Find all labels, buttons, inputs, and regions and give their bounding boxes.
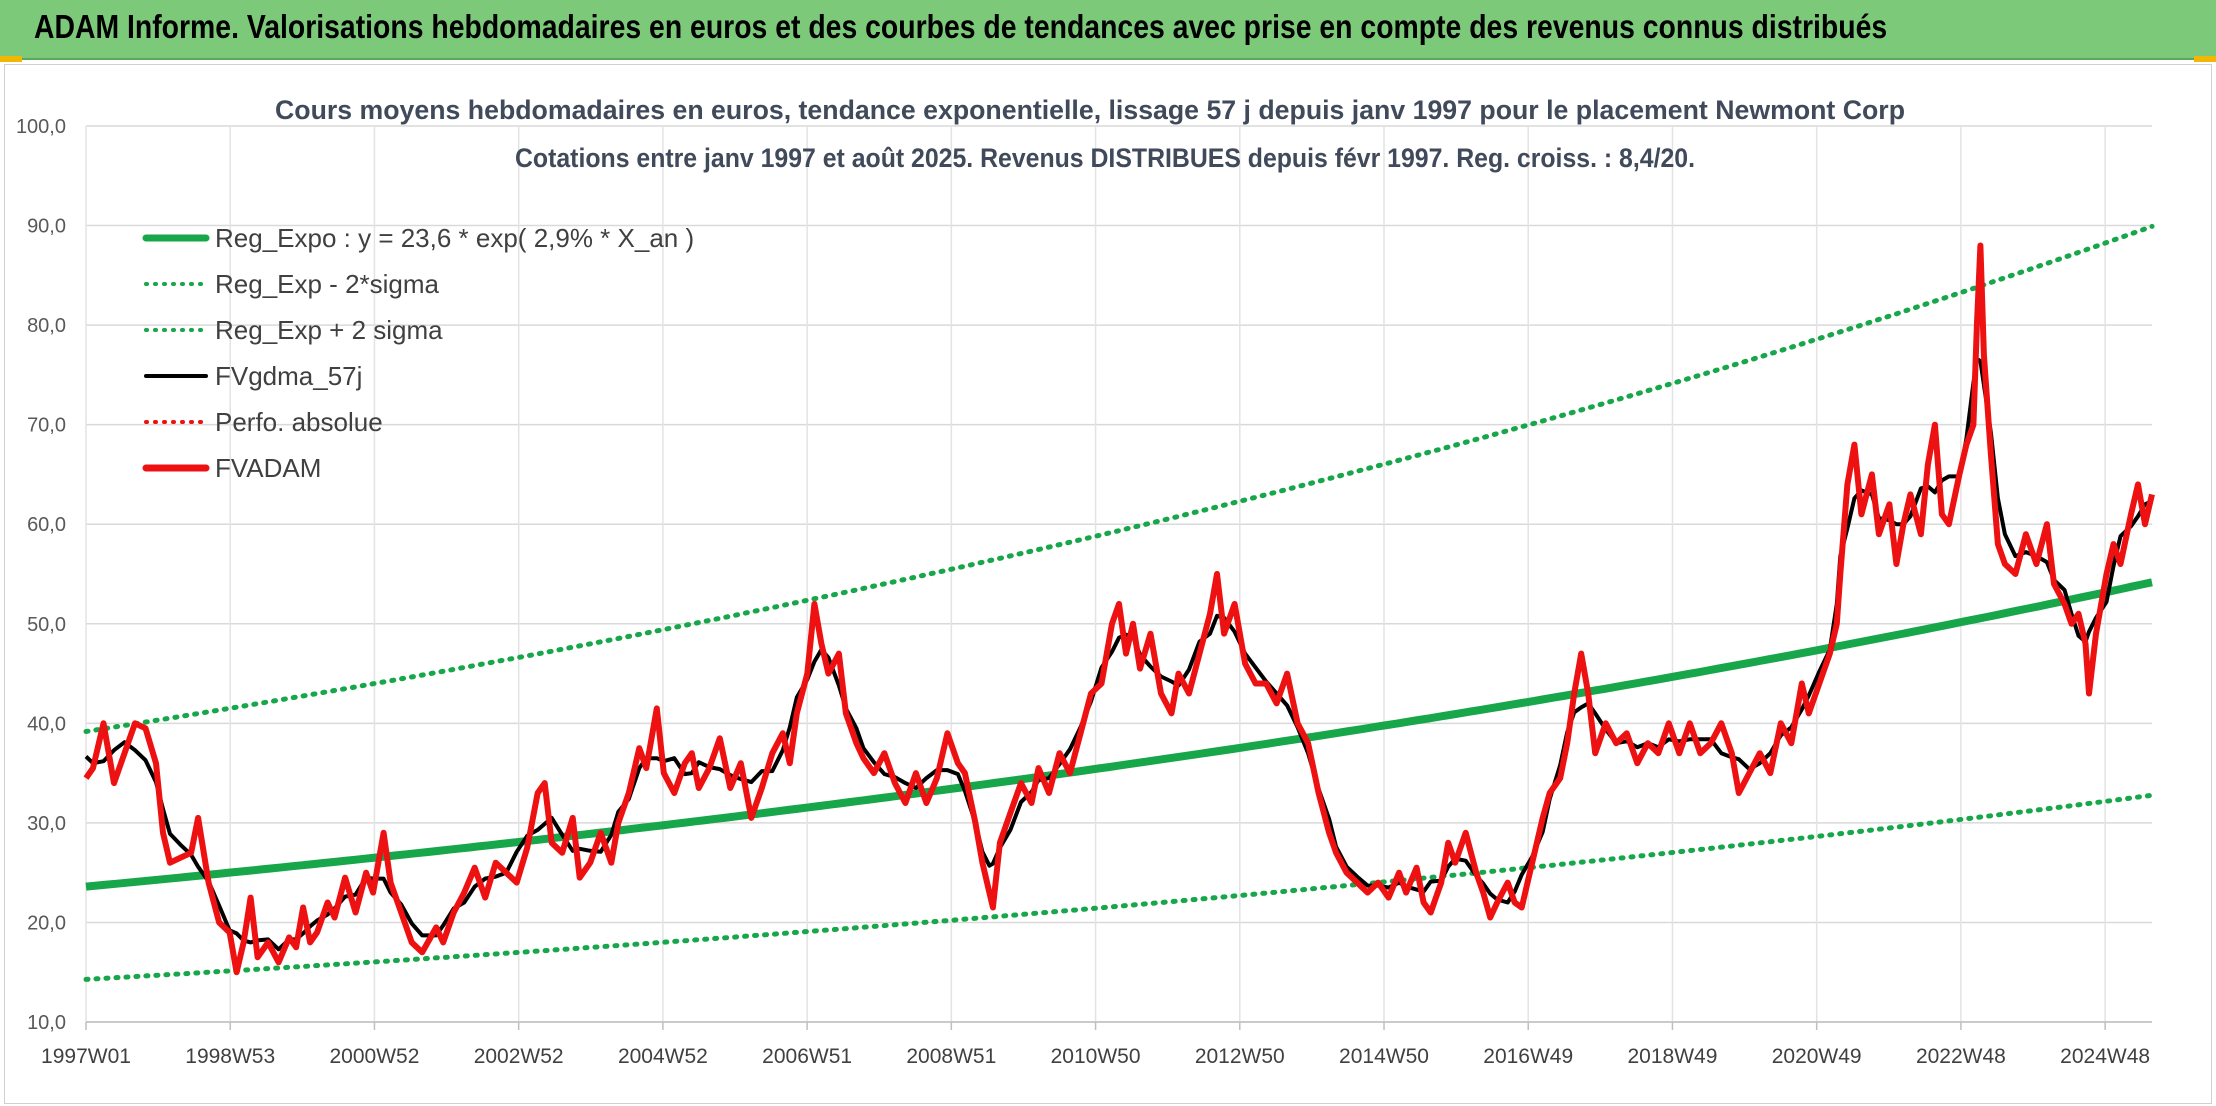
legend-label: Reg_Exp + 2 sigma	[215, 315, 443, 345]
x-tick-label: 2008W51	[906, 1045, 996, 1068]
y-tick-label: 20,0	[27, 912, 66, 934]
legend-label: FVADAM	[215, 453, 321, 483]
x-tick-label: 1997W01	[41, 1045, 131, 1068]
x-tick-label: 2010W50	[1051, 1045, 1141, 1068]
header-bar: ADAM Informe. Valorisations hebdomadaire…	[0, 0, 2216, 60]
chart-grid	[85, 125, 2152, 1030]
x-tick-label: 2004W52	[618, 1045, 708, 1068]
x-tick-label: 2006W51	[762, 1045, 852, 1068]
legend-label: Reg_Expo : y = 23,6 * exp( 2,9% * X_an )	[215, 223, 694, 253]
chart-title-line2: Cotations entre janv 1997 et août 2025. …	[515, 143, 1695, 173]
x-tick-label: 2002W52	[474, 1045, 564, 1068]
y-tick-label: 30,0	[27, 813, 66, 835]
y-tick-label: 10,0	[27, 1012, 66, 1034]
chart-series	[83, 223, 2155, 982]
y-axis-ticks: 10,0 20,0 30,0 40,0 50,0 60,0 70,0 80,0 90,0 100,…	[16, 116, 66, 1034]
x-tick-label: 2024W48	[2060, 1045, 2150, 1068]
y-tick-label: 50,0	[27, 614, 66, 636]
chart-legend: Reg_Expo : y = 23,6 * exp( 2,9% * X_an )…	[142, 223, 694, 483]
x-tick-label: 2014W50	[1339, 1045, 1429, 1068]
series-reg-expo	[85, 578, 2153, 891]
x-axis-ticks: 1997W01 1998W53 2000W52 2002W52 2004W52 2006W…	[41, 1045, 2150, 1068]
corner-accent-right	[2194, 56, 2216, 62]
legend-label: FVgdma_57j	[215, 361, 362, 391]
chart-title-line1: Cours moyens hebdomadaires en euros, ten…	[275, 95, 1905, 125]
x-tick-label: 1998W53	[185, 1045, 275, 1068]
page-title: ADAM Informe. Valorisations hebdomadaire…	[34, 8, 1888, 45]
x-tick-label: 2020W49	[1772, 1045, 1862, 1068]
y-tick-label: 40,0	[27, 713, 66, 735]
y-tick-label: 100,0	[16, 116, 66, 138]
y-tick-label: 60,0	[27, 514, 66, 536]
y-tick-label: 90,0	[27, 216, 66, 238]
x-tick-label: 2016W49	[1483, 1045, 1573, 1068]
x-tick-label: 2012W50	[1195, 1045, 1285, 1068]
x-tick-label: 2018W49	[1628, 1045, 1718, 1068]
series-fvgdma-57j	[84, 357, 2153, 952]
series-reg-exp-minus-2sigma	[83, 792, 2155, 982]
x-tick-label: 2022W48	[1916, 1045, 2006, 1068]
legend-label: Perfo. absolue	[215, 407, 383, 437]
series-fvadam	[83, 242, 2155, 976]
y-tick-label: 70,0	[27, 415, 66, 437]
series-reg-exp-plus-2sigma	[83, 223, 2155, 734]
legend-label: Reg_Exp - 2*sigma	[215, 269, 440, 299]
y-tick-label: 80,0	[27, 315, 66, 337]
chart-frame	[4, 64, 2212, 1104]
x-tick-label: 2000W52	[329, 1045, 419, 1068]
corner-accent-left	[0, 56, 22, 62]
